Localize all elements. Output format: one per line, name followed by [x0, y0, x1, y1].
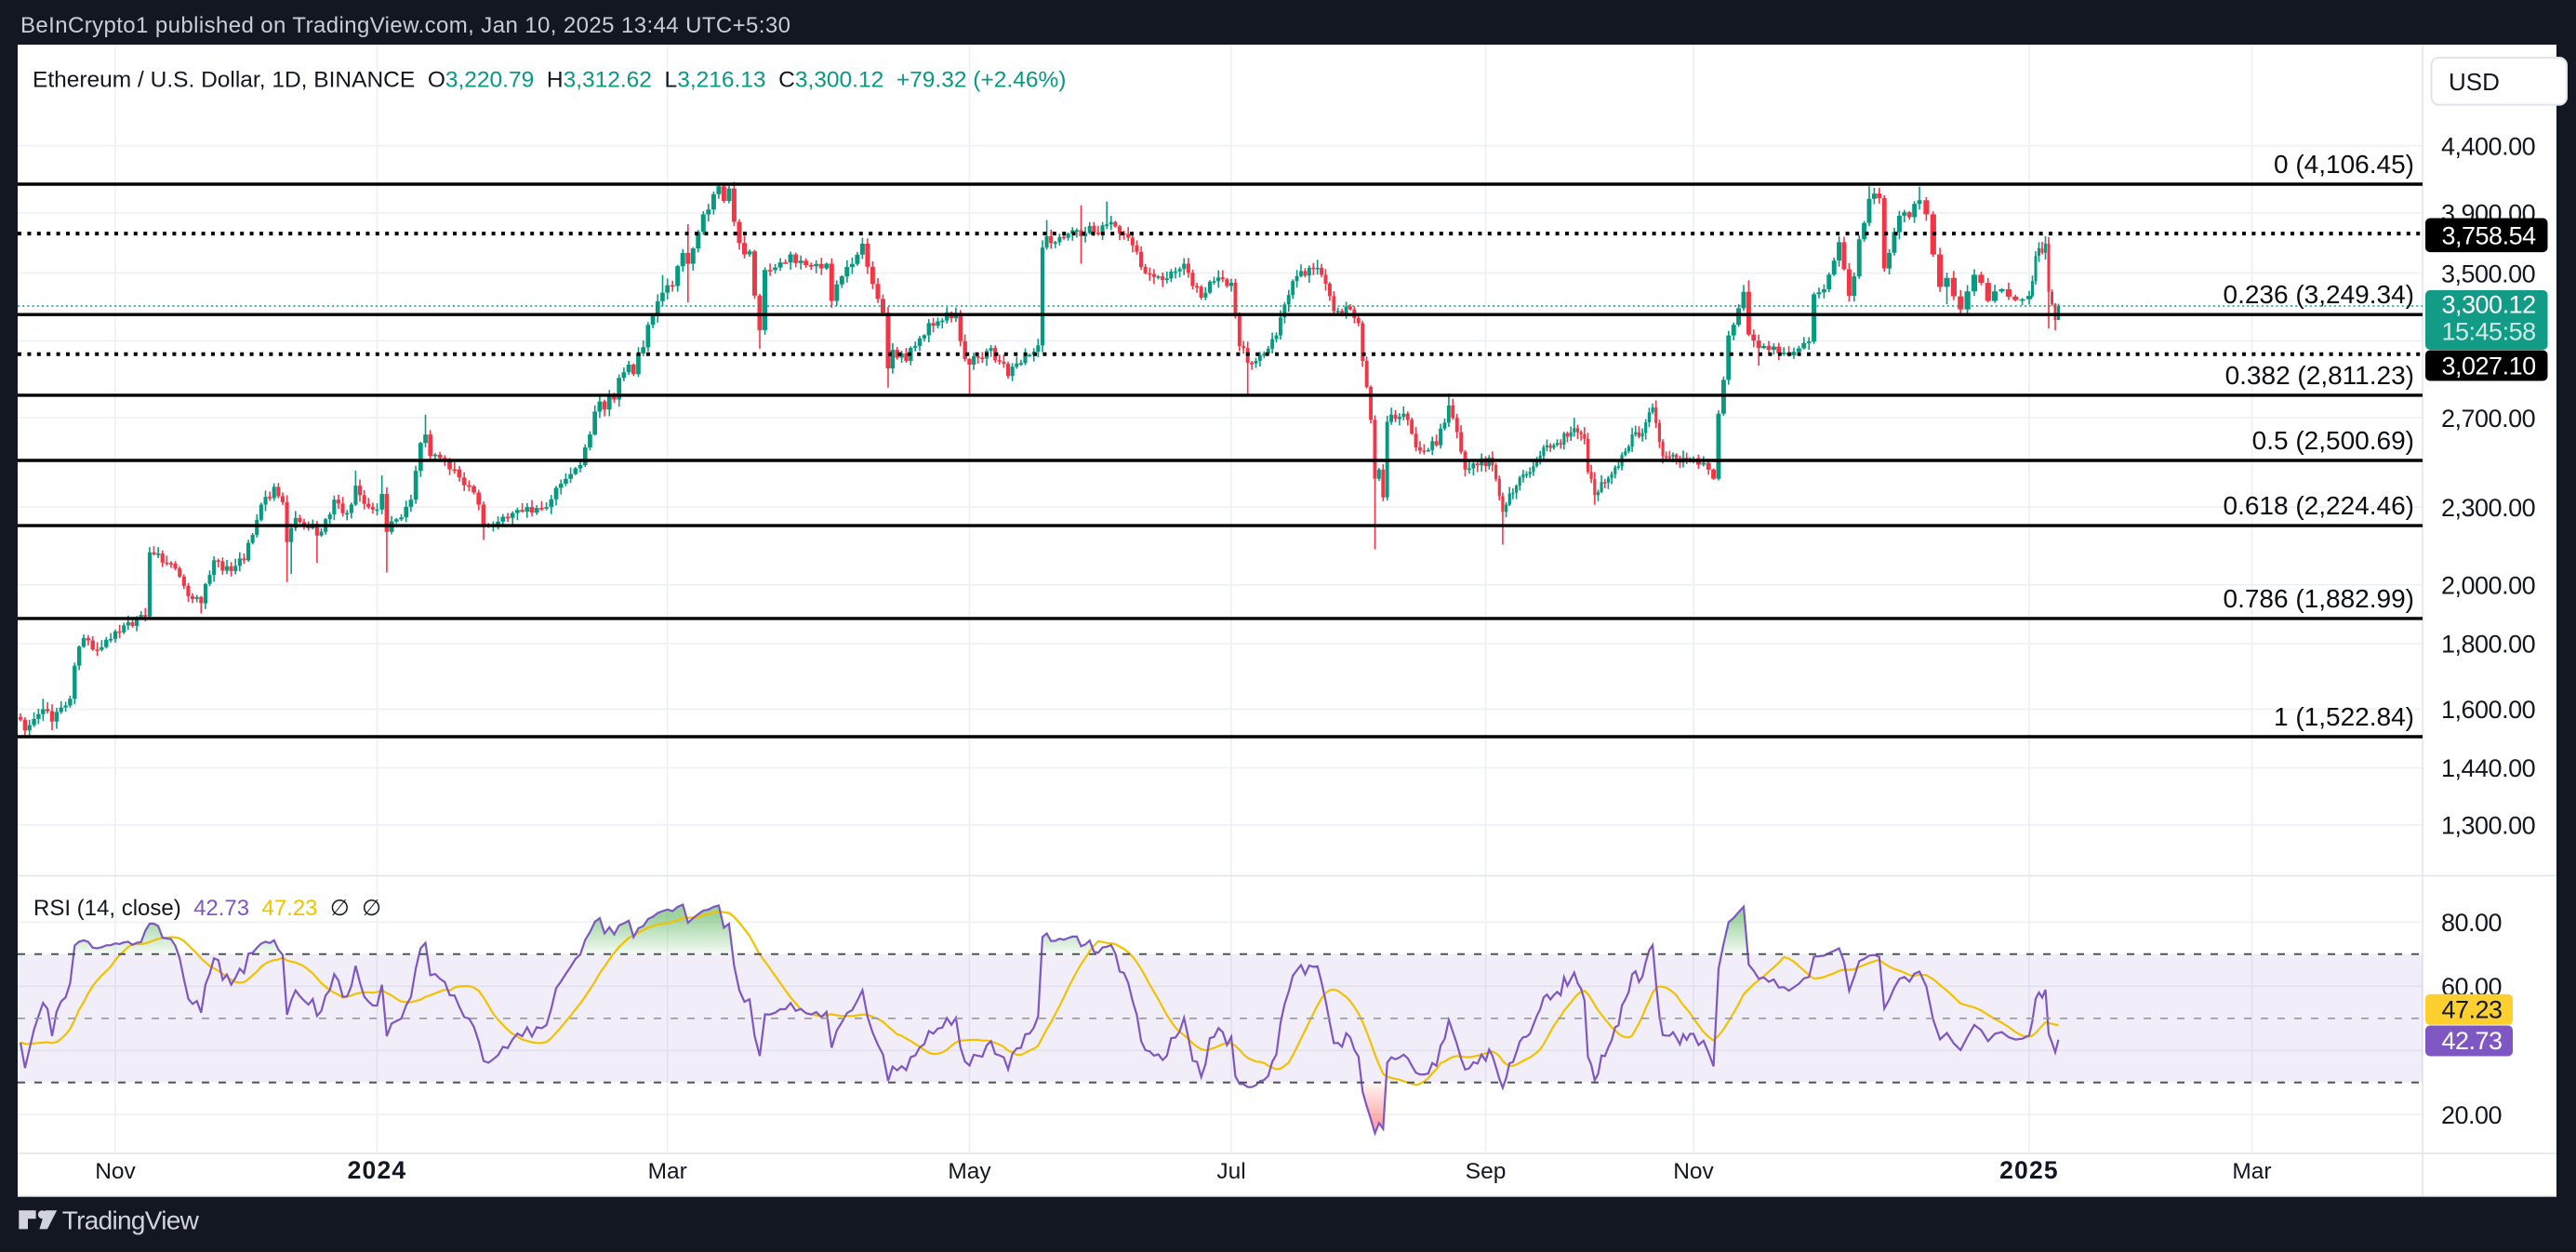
svg-text:2024: 2024	[348, 1156, 407, 1184]
svg-text:Nov: Nov	[95, 1159, 136, 1184]
svg-text:1,440.00: 1,440.00	[2441, 754, 2535, 782]
svg-text:Ethereum / U.S. Dollar, 1D, BI: Ethereum / U.S. Dollar, 1D, BINANCE O3,2…	[33, 68, 1066, 93]
svg-text:Nov: Nov	[1673, 1159, 1714, 1184]
svg-text:1 (1,522.84): 1 (1,522.84)	[2274, 702, 2414, 731]
svg-text:0.236 (3,249.34): 0.236 (3,249.34)	[2224, 280, 2415, 309]
svg-text:BeInCrypto1 published on Tradi: BeInCrypto1 published on TradingView.com…	[20, 13, 790, 38]
svg-text:May: May	[948, 1159, 991, 1184]
svg-text:4,400.00: 4,400.00	[2441, 132, 2535, 160]
svg-text:1,800.00: 1,800.00	[2441, 631, 2535, 659]
svg-text:80.00: 80.00	[2441, 909, 2502, 937]
svg-text:1,600.00: 1,600.00	[2441, 696, 2535, 724]
svg-text:0.5 (2,500.69): 0.5 (2,500.69)	[2252, 426, 2414, 455]
svg-text:1,300.00: 1,300.00	[2441, 812, 2535, 840]
svg-text:3,300.12: 3,300.12	[2442, 291, 2536, 319]
svg-text:3,758.54: 3,758.54	[2442, 221, 2537, 249]
svg-text:0.382 (2,811.23): 0.382 (2,811.23)	[2225, 361, 2414, 390]
svg-text:Jul: Jul	[1216, 1159, 1245, 1184]
svg-text:20.00: 20.00	[2441, 1101, 2502, 1129]
svg-text:2,000.00: 2,000.00	[2441, 572, 2535, 600]
svg-text:Mar: Mar	[648, 1159, 687, 1184]
svg-text:Sep: Sep	[1466, 1159, 1507, 1184]
svg-text:2025: 2025	[1999, 1156, 2059, 1184]
svg-text:42.73: 42.73	[2442, 1027, 2503, 1055]
svg-text:Mar: Mar	[2232, 1159, 2271, 1184]
svg-text:2,300.00: 2,300.00	[2441, 494, 2535, 522]
svg-text:47.23: 47.23	[2442, 996, 2503, 1024]
svg-text:0.618 (2,224.46): 0.618 (2,224.46)	[2224, 491, 2415, 520]
svg-text:0 (4,106.45): 0 (4,106.45)	[2274, 150, 2414, 179]
svg-text:2,700.00: 2,700.00	[2441, 405, 2535, 433]
svg-text:RSI (14, close) 42.73 47.23: RSI (14, close) 42.73 47.23 ∅ ∅	[33, 896, 381, 921]
svg-text:3,500.00: 3,500.00	[2441, 260, 2535, 287]
svg-text:USD: USD	[2449, 68, 2500, 96]
svg-text:0.786 (1,882.99): 0.786 (1,882.99)	[2224, 584, 2415, 613]
svg-text:TradingView: TradingView	[62, 1206, 200, 1235]
svg-text:15:45:58: 15:45:58	[2442, 318, 2536, 346]
svg-text:3,027.10: 3,027.10	[2442, 353, 2536, 380]
